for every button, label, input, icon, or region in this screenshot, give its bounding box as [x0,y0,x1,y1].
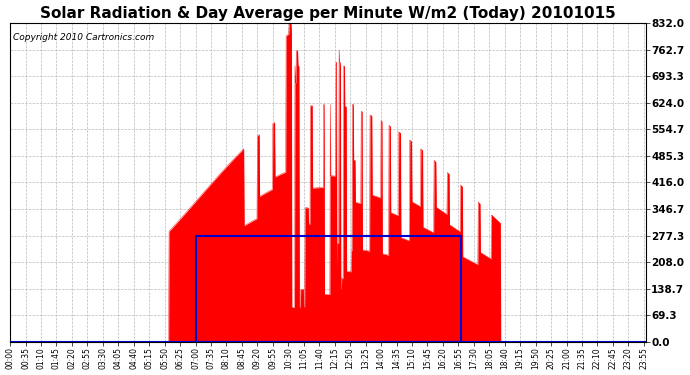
Title: Solar Radiation & Day Average per Minute W/m2 (Today) 20101015: Solar Radiation & Day Average per Minute… [40,6,615,21]
Text: Copyright 2010 Cartronics.com: Copyright 2010 Cartronics.com [13,33,155,42]
Bar [195,236,460,342]
